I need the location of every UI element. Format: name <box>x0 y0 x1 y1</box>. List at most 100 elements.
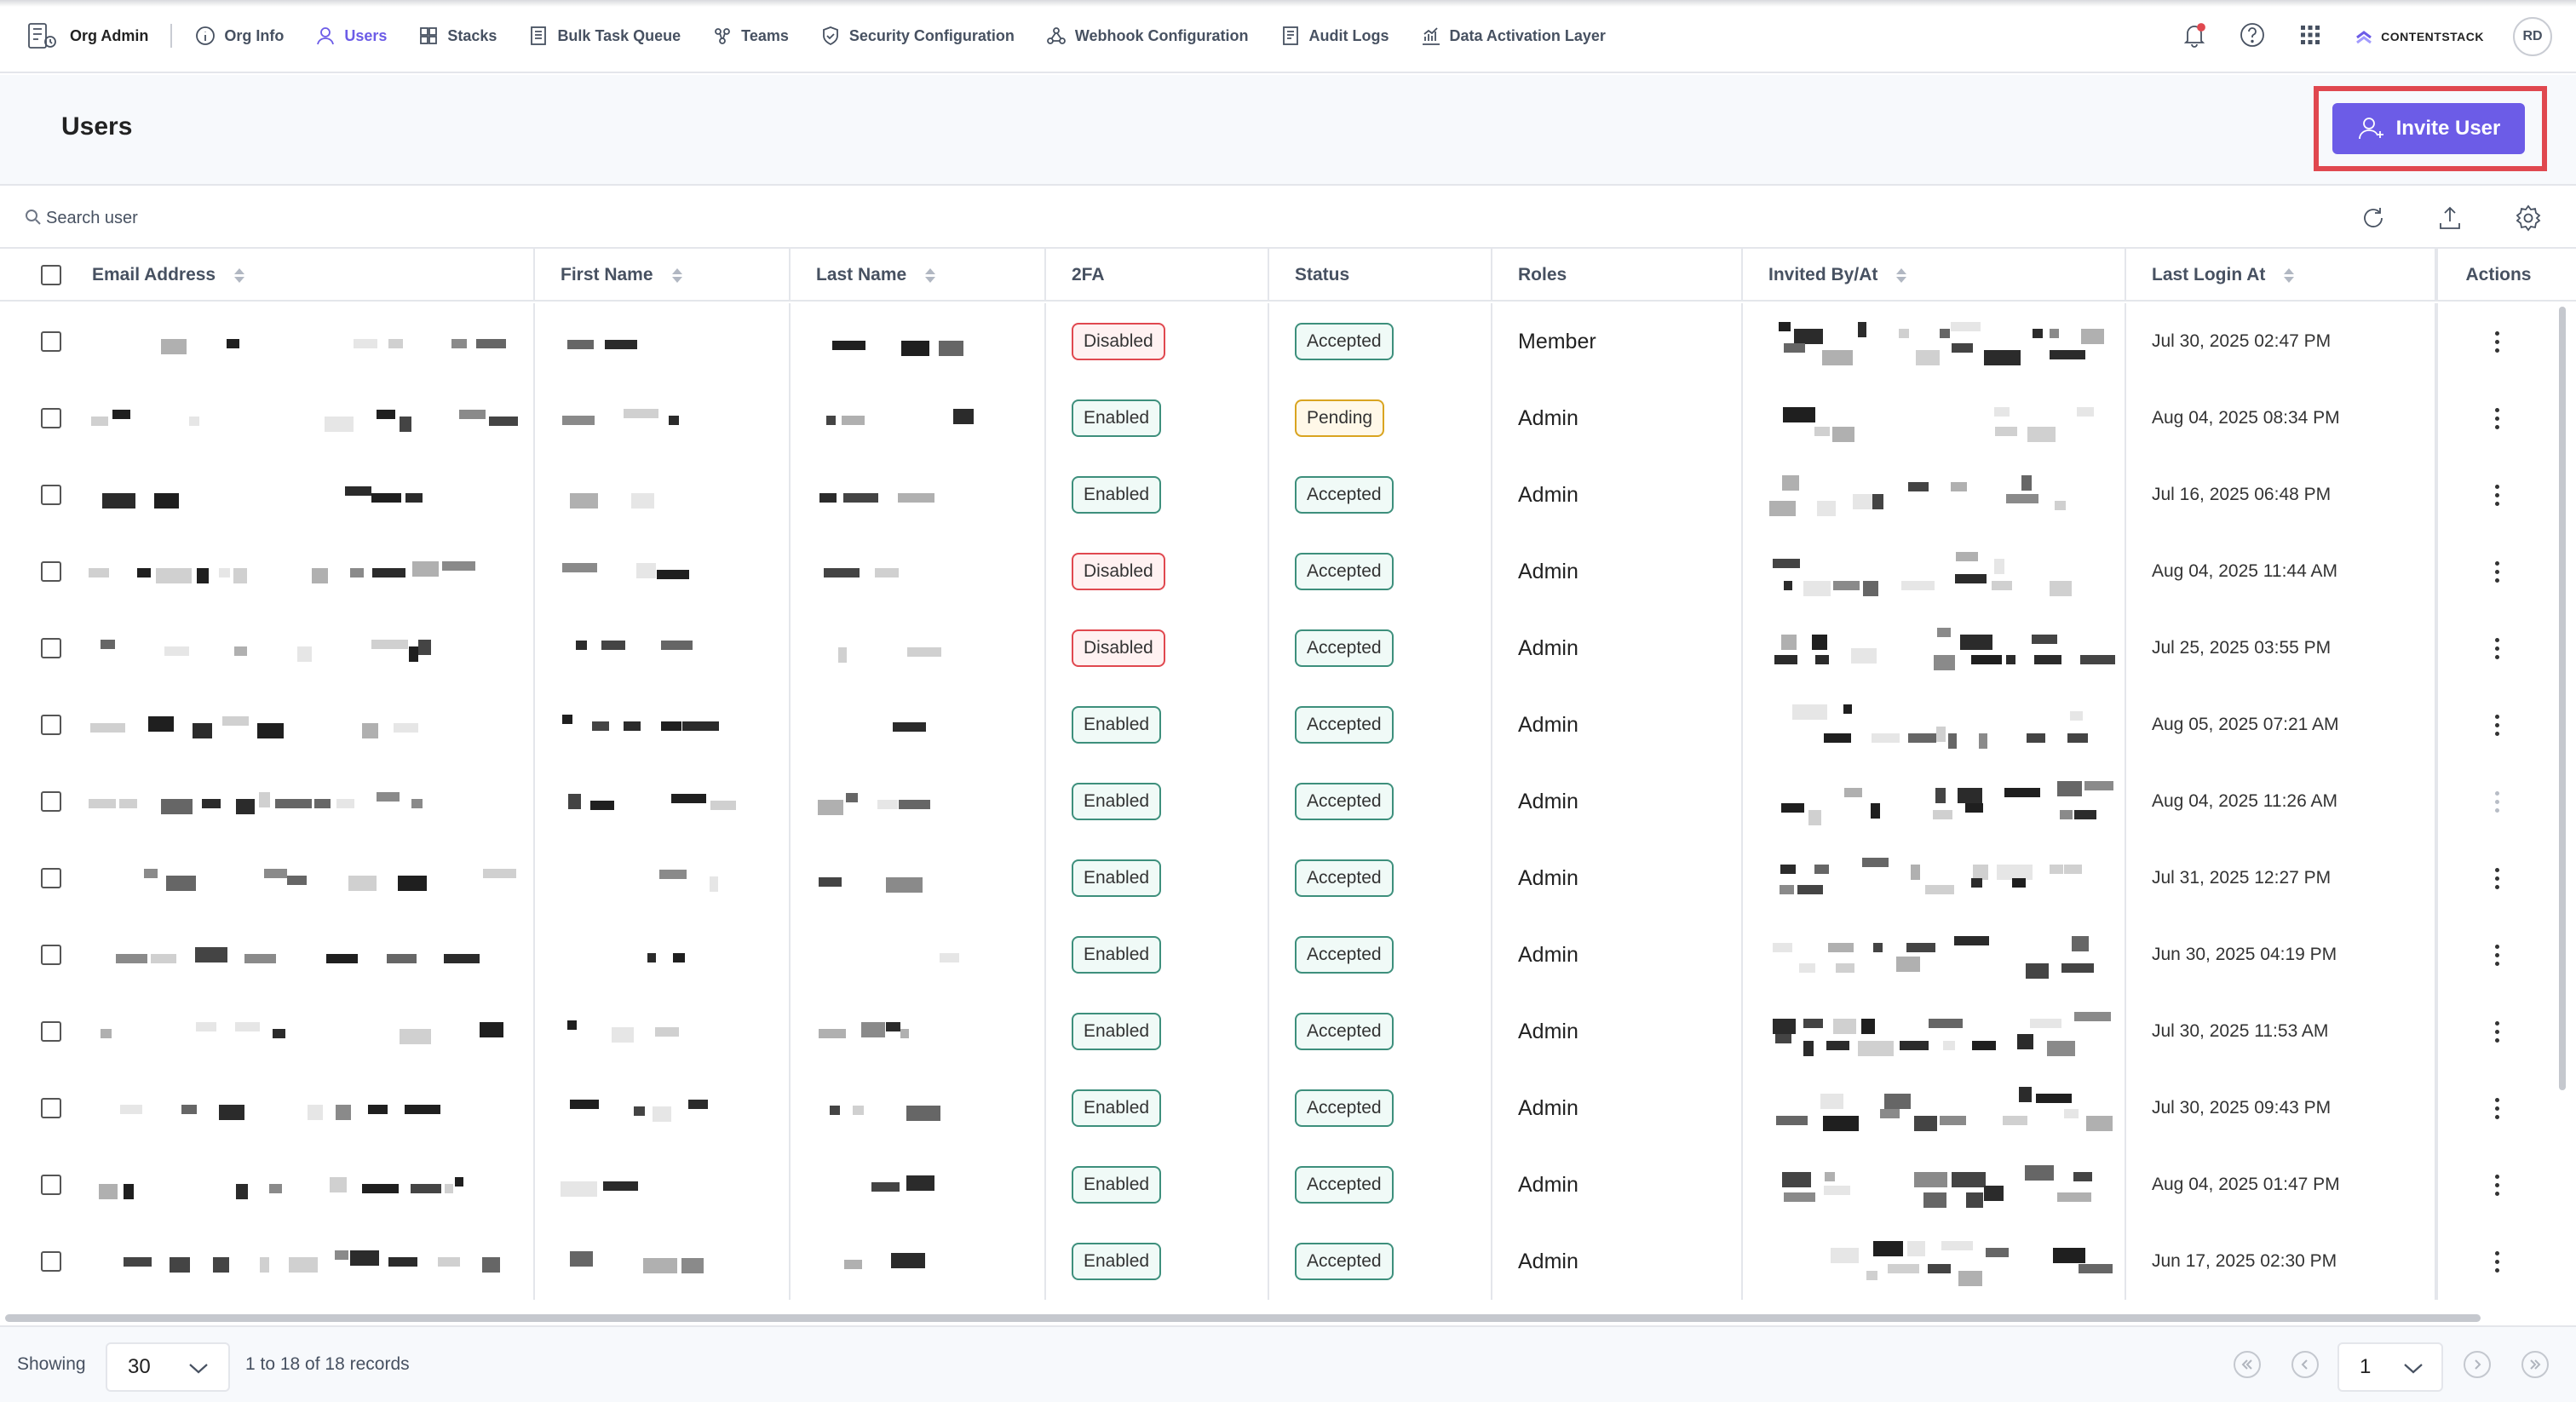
nav-item-users[interactable]: Users <box>299 0 402 72</box>
row-checkbox[interactable] <box>41 485 61 505</box>
horizontal-scrollbar[interactable] <box>5 1314 2481 1322</box>
invite-user-button[interactable]: Invite User <box>2332 103 2525 154</box>
add-user-icon <box>2358 118 2383 140</box>
row-checkbox[interactable] <box>41 408 61 428</box>
more-actions-icon[interactable] <box>2495 1174 2502 1196</box>
last-login-value: Jun 30, 2025 04:19 PM <box>2152 945 2337 964</box>
more-actions-icon[interactable] <box>2495 1250 2502 1273</box>
last-login-value: Jul 31, 2025 12:27 PM <box>2152 868 2332 888</box>
export-icon[interactable] <box>2435 203 2465 233</box>
sort-icon[interactable] <box>925 267 936 283</box>
column-header-last-name[interactable]: Last Name <box>791 249 1046 302</box>
table-row[interactable]: Enabled Accepted Admin Aug 05, 2025 07:21 A… <box>0 687 2576 763</box>
settings-gear-icon[interactable] <box>2513 203 2544 233</box>
nav-item-webhook-configuration[interactable]: Webhook Configuration <box>1030 0 1264 72</box>
cell-actions <box>2436 763 2559 840</box>
nav-item-security-configuration[interactable]: Security Configuration <box>804 0 1030 72</box>
more-actions-icon[interactable] <box>2495 484 2502 506</box>
table-row[interactable]: Disabled Accepted Admin Aug 04, 2025 11:44 … <box>0 533 2576 610</box>
row-checkbox[interactable] <box>41 868 61 888</box>
more-actions-icon[interactable] <box>2495 407 2502 429</box>
cell-first-name <box>535 380 791 457</box>
first-page-icon[interactable] <box>2234 1351 2261 1378</box>
nav-item-org-info[interactable]: Org Info <box>179 0 299 72</box>
more-actions-icon[interactable] <box>2495 637 2502 659</box>
sort-icon[interactable] <box>1896 267 1907 283</box>
row-checkbox[interactable] <box>41 715 61 735</box>
search-input[interactable] <box>44 201 811 235</box>
cell-first-name <box>535 533 791 610</box>
search-icon <box>24 208 43 227</box>
nav-item-audit-logs[interactable]: Audit Logs <box>1264 0 1405 72</box>
row-checkbox[interactable] <box>41 1021 61 1042</box>
table-row[interactable]: Enabled Accepted Admin Jul 31, 2025 12:27 P… <box>0 840 2576 916</box>
more-actions-icon[interactable] <box>2495 714 2502 736</box>
more-actions-icon[interactable] <box>2495 1020 2502 1043</box>
cell-invited-by <box>1743 457 2126 533</box>
org-admin-brand[interactable]: Org Admin <box>26 19 164 53</box>
teams-icon <box>715 28 731 44</box>
status-badge: Accepted <box>1295 706 1394 744</box>
cell-email <box>66 993 535 1070</box>
row-checkbox[interactable] <box>41 791 61 812</box>
column-header-first-name[interactable]: First Name <box>535 249 791 302</box>
nav-item-label: Org Info <box>224 26 285 44</box>
more-actions-icon[interactable] <box>2495 867 2502 889</box>
row-checkbox[interactable] <box>41 1251 61 1272</box>
table-row[interactable]: Enabled Accepted Admin Jun 17, 2025 02:30 P… <box>0 1223 2576 1300</box>
table-row[interactable]: Enabled Accepted Admin Aug 04, 2025 01:47 P… <box>0 1146 2576 1223</box>
help-icon[interactable] <box>2238 20 2267 54</box>
nav-item-teams[interactable]: Teams <box>696 0 804 72</box>
table-row[interactable]: Enabled Accepted Admin Jul 30, 2025 11:53 A… <box>0 993 2576 1070</box>
table-row[interactable]: Enabled Accepted Admin Aug 04, 2025 11:26 A… <box>0 763 2576 840</box>
more-actions-icon[interactable] <box>2495 790 2502 813</box>
column-header-last-login-at[interactable]: Last Login At <box>2126 249 2436 302</box>
cell-email <box>66 457 535 533</box>
cell-last-login: Jul 25, 2025 03:55 PM <box>2126 610 2436 687</box>
prev-page-icon[interactable] <box>2291 1351 2319 1378</box>
table-row[interactable]: Enabled Accepted Admin Jul 30, 2025 09:43 P… <box>0 1070 2576 1146</box>
table-row[interactable]: Enabled Pending Admin Aug 04, 2025 08:34 PM <box>0 380 2576 457</box>
nav-item-stacks[interactable]: Stacks <box>402 0 512 72</box>
nav-item-data-activation-layer[interactable]: Data Activation Layer <box>1405 0 1621 72</box>
table-row[interactable]: Enabled Accepted Admin Jul 16, 2025 06:48 P… <box>0 457 2576 533</box>
notification-bell-icon[interactable] <box>2180 20 2209 54</box>
more-actions-icon[interactable] <box>2495 944 2502 966</box>
last-page-icon[interactable] <box>2521 1351 2549 1378</box>
column-header-2fa: 2FA <box>1046 249 1269 302</box>
avatar[interactable]: RD <box>2513 17 2552 56</box>
page-header: Users <box>0 75 2576 186</box>
page-size-select[interactable]: 30 <box>106 1342 230 1392</box>
contentstack-logo-icon <box>2356 31 2372 44</box>
select-all-checkbox[interactable] <box>41 265 61 285</box>
table-row[interactable]: Disabled Accepted Member Jul 30, 2025 02:47… <box>0 303 2576 380</box>
row-checkbox[interactable] <box>41 945 61 965</box>
column-header-label: Actions <box>2465 265 2532 284</box>
row-checkbox[interactable] <box>41 331 61 352</box>
sort-icon[interactable] <box>234 267 245 283</box>
next-page-icon[interactable] <box>2464 1351 2491 1378</box>
apps-grid-icon[interactable] <box>2296 20 2325 54</box>
more-actions-icon[interactable] <box>2495 330 2502 353</box>
row-checkbox[interactable] <box>41 561 61 582</box>
nav-items: Org Admin Org Info Users Stacks Bulk Task Q… <box>0 0 1621 72</box>
cell-email <box>66 840 535 916</box>
page-number-select[interactable]: 1 <box>2337 1342 2443 1392</box>
row-checkbox[interactable] <box>41 1098 61 1118</box>
vertical-scrollbar[interactable] <box>2559 307 2566 1090</box>
refresh-icon[interactable] <box>2358 203 2389 233</box>
column-header-invited-by-at[interactable]: Invited By/At <box>1743 249 2126 302</box>
column-header-email-address[interactable]: Email Address <box>66 249 535 302</box>
table-row[interactable]: Enabled Accepted Admin Jun 30, 2025 04:19 P… <box>0 916 2576 993</box>
search-toolbar <box>0 187 2576 249</box>
contentstack-logo[interactable]: CONTENTSTACK <box>2354 26 2484 48</box>
more-actions-icon[interactable] <box>2495 1097 2502 1119</box>
more-actions-icon[interactable] <box>2495 560 2502 583</box>
row-checkbox[interactable] <box>41 1175 61 1195</box>
cell-last-login: Jul 31, 2025 12:27 PM <box>2126 840 2436 916</box>
sort-icon[interactable] <box>2284 267 2295 283</box>
table-row[interactable]: Disabled Accepted Admin Jul 25, 2025 03:55 … <box>0 610 2576 687</box>
row-checkbox[interactable] <box>41 638 61 658</box>
nav-item-bulk-task-queue[interactable]: Bulk Task Queue <box>512 0 696 72</box>
sort-icon[interactable] <box>671 267 682 283</box>
